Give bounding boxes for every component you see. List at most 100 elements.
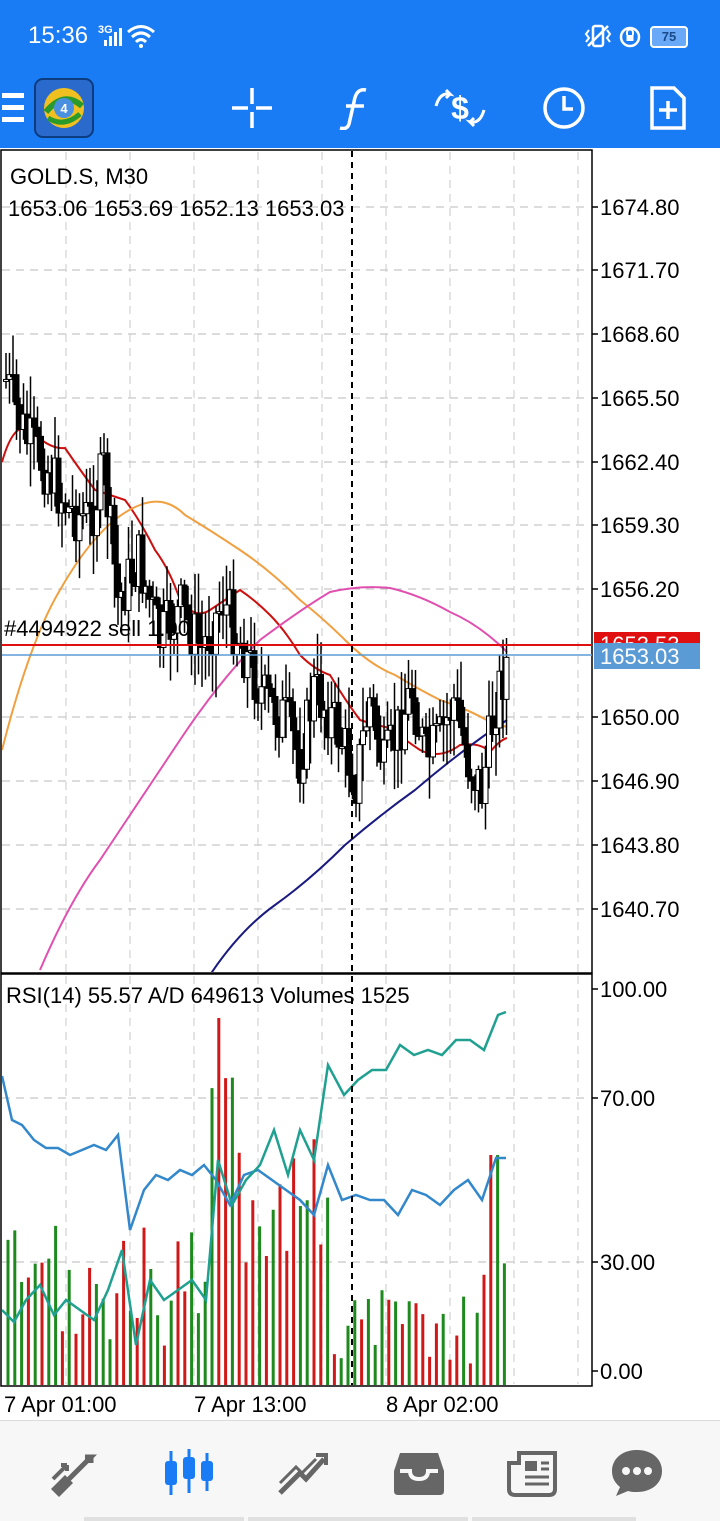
- bull-candle: [97, 453, 104, 511]
- bear-candle: [286, 697, 293, 703]
- indicator-tick-label: 70.00: [600, 1086, 655, 1111]
- bear-candle: [206, 636, 212, 652]
- bull-candle: [76, 514, 83, 542]
- bear-candle: [251, 650, 258, 700]
- bull-candle: [433, 723, 440, 727]
- time-axis: 7 Apr 01:00 7 Apr 13:00 8 Apr 02:00: [4, 1392, 499, 1417]
- bear-candle: [370, 697, 377, 707]
- bull-candle: [94, 509, 100, 537]
- bull-candle: [339, 746, 345, 750]
- bear-candle: [181, 584, 188, 606]
- bear-candle: [346, 727, 352, 776]
- bull-candle: [381, 739, 387, 763]
- bear-candle: [423, 726, 429, 734]
- svg-text:4: 4: [60, 101, 68, 116]
- indicator-tick-label: 0.00: [600, 1359, 643, 1384]
- bull-candle: [482, 766, 489, 804]
- bear-candle: [409, 688, 415, 699]
- bull-candle: [356, 744, 363, 804]
- bull-candle: [430, 724, 436, 758]
- bull-candle: [311, 676, 317, 722]
- bear-candle: [185, 604, 191, 621]
- menu-icon[interactable]: [0, 78, 40, 138]
- bear-candle: [195, 613, 202, 644]
- history-icon[interactable]: [268, 1443, 338, 1503]
- bear-candle: [272, 696, 279, 725]
- timeframe-icon[interactable]: [534, 78, 594, 138]
- bull-candle: [493, 727, 499, 736]
- bull-candle: [3, 378, 9, 382]
- candlesticks: [3, 335, 510, 830]
- signal-icon: [104, 28, 122, 46]
- chat-icon[interactable]: [602, 1443, 672, 1503]
- bear-candle: [146, 585, 153, 600]
- bull-candle: [258, 686, 265, 704]
- mailbox-icon[interactable]: [384, 1443, 454, 1503]
- status-time: 15:36: [28, 22, 89, 49]
- svg-text:$: $: [451, 90, 469, 126]
- ma-navy-line: [210, 719, 508, 972]
- price-tick-label: 1650.00: [600, 705, 680, 730]
- price-axis: 1674.80 1671.70 1668.60 1665.50 1662.40 1659.…: [592, 195, 680, 922]
- main-chart-frame: [0, 149, 593, 974]
- indicators-icon[interactable]: [326, 78, 386, 138]
- bull-candle: [279, 699, 286, 738]
- bear-candle: [318, 674, 324, 718]
- bear-candle: [38, 435, 44, 471]
- indicator-axis: 100.00 70.00 30.00 0.00: [592, 977, 667, 1384]
- chart-area[interactable]: GOLD.S, M30 1653.06 1653.69 1652.13 1653…: [0, 148, 720, 1418]
- trade-icon[interactable]: [38, 1443, 108, 1503]
- bear-candle: [269, 687, 275, 698]
- nav-gesture-bar: [84, 1517, 244, 1521]
- bear-candle: [104, 452, 111, 518]
- bear-candle: [489, 715, 496, 736]
- order-label[interactable]: #4494922 sell 1.00: [4, 616, 190, 641]
- bear-candle: [265, 674, 272, 689]
- price-chart[interactable]: GOLD.S, M30 1653.06 1653.69 1652.13 1653…: [0, 148, 720, 1418]
- bear-candle: [34, 426, 41, 437]
- bull-candle: [66, 506, 72, 514]
- nav-gesture-bar: [472, 1517, 636, 1521]
- new-order-icon[interactable]: [638, 78, 698, 138]
- bull-candle: [304, 699, 310, 770]
- chart-icon[interactable]: [154, 1443, 224, 1503]
- bear-candle: [87, 502, 93, 507]
- price-tick-label: 1643.80: [600, 833, 680, 858]
- indicator-header: RSI(14) 55.57 A/D 649613 Volumes 1525: [6, 983, 410, 1008]
- bear-candle: [13, 374, 20, 406]
- price-tick-label: 1656.20: [600, 577, 680, 602]
- bull-candle: [174, 606, 181, 634]
- ad-line: [2, 1010, 507, 1346]
- ma-red-line: [2, 427, 508, 755]
- network-type: 3G: [98, 24, 113, 36]
- bid-price-box: [594, 643, 700, 669]
- symbols-icon[interactable]: $: [430, 78, 490, 138]
- bear-candle: [454, 697, 461, 701]
- app-logo[interactable]: 4: [34, 78, 94, 138]
- bull-candle: [451, 697, 457, 721]
- price-tick-label: 1646.90: [600, 769, 680, 794]
- ma-pink-line: [39, 586, 508, 971]
- bull-candle: [486, 715, 492, 768]
- bull-candle: [402, 713, 408, 751]
- bear-candle: [153, 596, 160, 606]
- price-tick-label: 1671.70: [600, 258, 680, 283]
- time-tick-label: 7 Apr 13:00: [194, 1392, 307, 1417]
- bull-candle: [80, 513, 86, 517]
- bull-candle: [300, 768, 307, 784]
- bull-candle: [125, 558, 132, 611]
- indicator-tick-label: 100.00: [600, 977, 667, 1002]
- bull-candle: [367, 697, 373, 728]
- bull-candle: [328, 707, 335, 739]
- news-icon[interactable]: [498, 1443, 568, 1503]
- bear-candle: [293, 730, 300, 751]
- time-tick-label: 7 Apr 01:00: [4, 1392, 117, 1417]
- bull-candle: [213, 612, 219, 655]
- bear-candle: [461, 727, 468, 746]
- bear-candle: [297, 749, 303, 784]
- rsi-line: [2, 1075, 506, 1231]
- nav-gesture-bar: [248, 1517, 468, 1521]
- crosshair-icon[interactable]: [222, 78, 282, 138]
- bull-candle: [83, 502, 90, 515]
- bear-candle: [115, 563, 121, 598]
